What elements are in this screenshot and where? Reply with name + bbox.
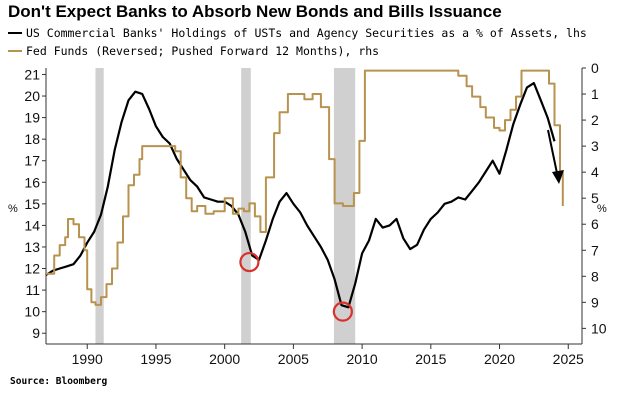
source-note: Source: Bloomberg	[10, 376, 108, 387]
legend-item-fed-funds: Fed Funds (Reversed; Pushed Forward 12 M…	[8, 44, 379, 58]
x-tick-label-2015: 2015	[415, 351, 446, 367]
x-tick-label-2000: 2000	[209, 351, 240, 367]
y-right-tick-label-5: 5	[591, 190, 599, 206]
y-left-tick-label-13: 13	[24, 239, 40, 255]
x-tick-label-2025: 2025	[553, 351, 584, 367]
series-line-bank-holdings	[45, 82, 556, 309]
y-left-tick-label-11: 11	[25, 282, 40, 298]
recession-shading-1	[241, 68, 251, 344]
y-right-tick-label-2: 2	[591, 112, 599, 128]
down-arrow-shaft	[547, 129, 559, 179]
y-right-tick-label-4: 4	[591, 164, 599, 180]
legend-label-fed-funds: Fed Funds (Reversed; Pushed Forward 12 M…	[26, 44, 380, 58]
series-line-fed-funds	[46, 69, 564, 306]
y-left-tick-label-14: 14	[24, 217, 40, 233]
y-left-tick-label-20: 20	[24, 88, 40, 104]
legend-swatch-gold	[8, 50, 22, 52]
y-right-tick-label-1: 1	[591, 86, 599, 102]
y-right-tick-label-7: 7	[591, 242, 599, 258]
highlight-circle-1	[332, 301, 353, 322]
y-left-tick-label-12: 12	[24, 261, 40, 277]
chart-title: Don't Expect Banks to Absorb New Bonds a…	[8, 2, 502, 21]
legend-label-bank-holdings: US Commercial Banks' Holdings of USTs an…	[26, 26, 587, 40]
y-left-tick-label-15: 15	[24, 196, 40, 212]
y-right-unit-label: %	[597, 203, 607, 215]
y-left-tick-label-18: 18	[24, 131, 40, 147]
y-left-tick-label-9: 9	[32, 325, 40, 341]
y-left-tick-label-16: 16	[24, 174, 40, 190]
y-right-tick-label-0: 0	[591, 60, 599, 76]
y-right-tick-label-6: 6	[591, 216, 599, 232]
y-right-tick-label-9: 9	[591, 294, 599, 310]
x-tick-label-1990: 1990	[72, 351, 103, 367]
y-left-tick-label-21: 21	[24, 66, 40, 82]
y-right-tick-label-3: 3	[591, 138, 599, 154]
recession-shading-0	[95, 68, 104, 344]
y-left-unit-label: %	[8, 203, 18, 215]
x-tick-label-1995: 1995	[140, 351, 171, 367]
x-tick-label-2020: 2020	[484, 351, 515, 367]
y-right-tick-label-10: 10	[591, 320, 607, 336]
y-left-tick-label-19: 19	[24, 110, 40, 126]
y-left-tick-label-10: 10	[24, 304, 40, 320]
y-left-tick-label-17: 17	[24, 153, 40, 169]
legend-item-bank-holdings: US Commercial Banks' Holdings of USTs an…	[8, 26, 587, 40]
x-tick-label-2005: 2005	[278, 351, 309, 367]
y-right-tick-label-8: 8	[591, 268, 599, 284]
down-arrow-head	[552, 170, 564, 184]
legend-swatch-black	[8, 32, 22, 34]
highlight-circle-0	[239, 251, 260, 273]
x-tick-label-2010: 2010	[347, 351, 378, 367]
